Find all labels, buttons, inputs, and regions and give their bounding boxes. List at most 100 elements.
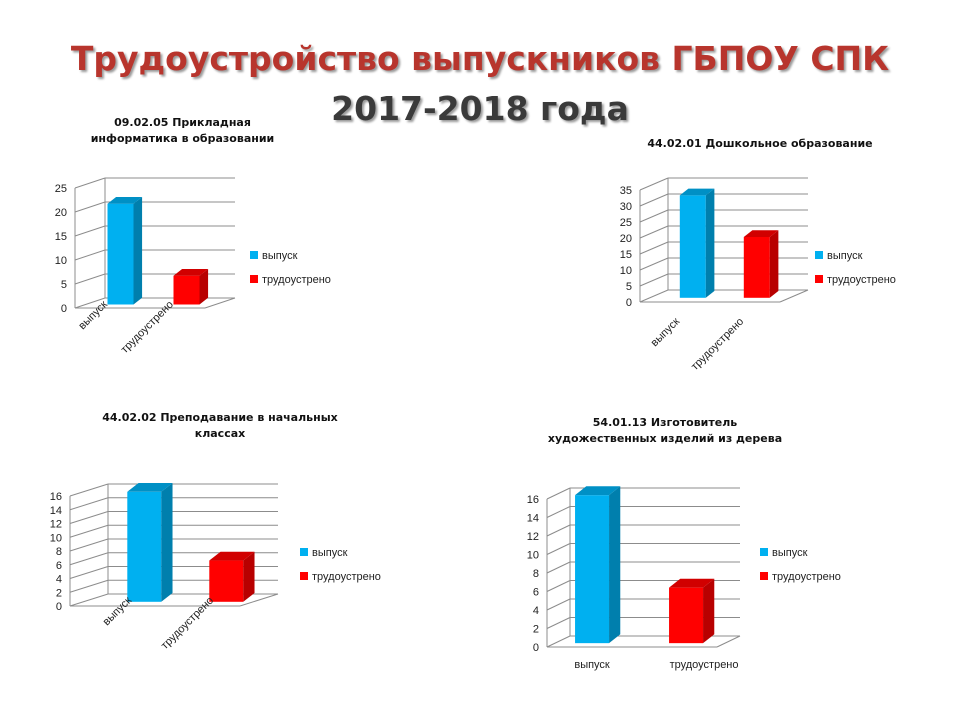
gridline-slant (546, 580, 571, 592)
page-title: Трудоустройство выпускников ГБПОУ СПК 20… (0, 34, 960, 134)
legend-label-1: трудоустрено (262, 274, 331, 286)
bar-top (173, 268, 209, 276)
y-tick-label: 20 (55, 207, 67, 219)
y-tick-label: 30 (620, 201, 632, 213)
x-tick-label: выпуск (574, 659, 610, 671)
bar-front (679, 195, 706, 298)
legend-swatch-1 (300, 572, 308, 580)
y-tick-label: 25 (620, 217, 632, 229)
gridline-slant (74, 201, 106, 213)
legend-label-0: выпуск (312, 547, 348, 559)
legend-label-0: выпуск (827, 250, 863, 262)
y-tick-label: 4 (56, 574, 62, 586)
y-tick-label: 6 (56, 560, 62, 572)
y-tick-label: 2 (56, 587, 62, 599)
gridline-slant (639, 241, 669, 255)
chart-wood-crafts: 54.01.13 Изготовитель художественных изд… (500, 410, 900, 710)
gridline-slant (74, 225, 106, 237)
bar-трудоустрено (669, 578, 715, 644)
gridline-slant (639, 193, 669, 207)
bar-side (161, 482, 173, 602)
bar-front (209, 560, 244, 602)
bar-front (107, 203, 134, 305)
x-tick-label: выпуск (649, 316, 683, 350)
bar-top (209, 551, 255, 561)
gridline-slant (546, 561, 571, 574)
bar-top (575, 486, 621, 496)
gridline-slant (639, 225, 669, 239)
bar-трудоустрено (743, 230, 779, 298)
gridline-slant (69, 511, 109, 524)
y-tick-label: 12 (50, 519, 62, 531)
legend-swatch-0 (300, 548, 308, 556)
bar-top (107, 196, 143, 204)
gridline-slant (546, 487, 571, 500)
y-tick-label: 5 (61, 279, 67, 291)
gridline-slant (74, 177, 106, 189)
chart-preschool-education: 44.02.01 Дошкольное образование 0 5 10 15 20… (600, 130, 920, 390)
y-tick-label: 12 (527, 531, 539, 543)
bar-front (575, 495, 610, 644)
bar-side (609, 486, 621, 644)
bar-front (669, 587, 704, 644)
bar-side (243, 551, 255, 602)
legend-label-1: трудоустрено (312, 571, 381, 583)
y-tick-label: 14 (50, 505, 62, 517)
legend-swatch-0 (250, 251, 258, 259)
bar-top (669, 578, 715, 588)
y-tick-label: 16 (527, 494, 539, 506)
legend-label-1: трудоустрено (827, 274, 896, 286)
floor-right-edge (204, 297, 236, 309)
bar-выпуск (679, 188, 715, 298)
y-tick-label: 8 (56, 546, 62, 558)
gridline-slant (639, 177, 669, 191)
y-tick-label: 6 (533, 587, 539, 599)
gridline-slant (639, 209, 669, 223)
gridline-slant (69, 497, 109, 511)
gridline-slant (69, 524, 109, 538)
bar-трудоустрено (173, 268, 209, 305)
floor-right-edge (239, 593, 279, 607)
chart-title: 44.02.02 Преподавание в начальных класса… (102, 411, 338, 440)
bar-side (769, 230, 779, 298)
legend-swatch-1 (760, 572, 768, 580)
bar-выпуск (575, 486, 621, 644)
y-tick-label: 10 (50, 532, 62, 544)
bar-front (173, 275, 200, 305)
x-tick-label: выпуск (101, 595, 135, 629)
page-title-line2: 2017-2018 года (331, 89, 629, 128)
gridline-slant (69, 579, 109, 593)
gridline-slant (69, 538, 109, 552)
bar-front (127, 491, 162, 602)
gridline-slant (546, 635, 571, 648)
y-tick-label: 8 (533, 568, 539, 580)
gridline-slant (74, 297, 106, 309)
bar-side (133, 196, 143, 305)
y-tick-label: 10 (620, 265, 632, 277)
chart-title: 09.02.05 Прикладная информатика в образо… (90, 116, 275, 145)
y-tick-label: 14 (527, 513, 539, 525)
legend-swatch-1 (250, 275, 258, 283)
gridline-slant (639, 257, 669, 271)
y-tick-label: 10 (527, 550, 539, 562)
gridline-slant (69, 483, 109, 497)
gridline-slant (546, 524, 571, 537)
gridline-slant (69, 552, 109, 566)
page-title-line1: Трудоустройство выпускников ГБПОУ СПК (70, 39, 890, 78)
y-tick-label: 0 (56, 601, 62, 613)
gridline-slant (546, 543, 571, 555)
y-tick-label: 20 (620, 233, 632, 245)
chart-title: 54.01.13 Изготовитель художественных изд… (547, 416, 783, 445)
bar-трудоустрено (209, 551, 255, 602)
gridline-slant (546, 617, 571, 629)
bar-front (743, 237, 770, 298)
y-tick-label: 4 (533, 605, 539, 617)
y-tick-label: 35 (620, 185, 632, 197)
legend-label-0: выпуск (262, 250, 298, 262)
gridline-slant (546, 506, 571, 518)
x-tick-label: трудоустрено (670, 659, 739, 671)
gridline-slant (69, 566, 109, 579)
floor-right-edge (779, 289, 809, 303)
